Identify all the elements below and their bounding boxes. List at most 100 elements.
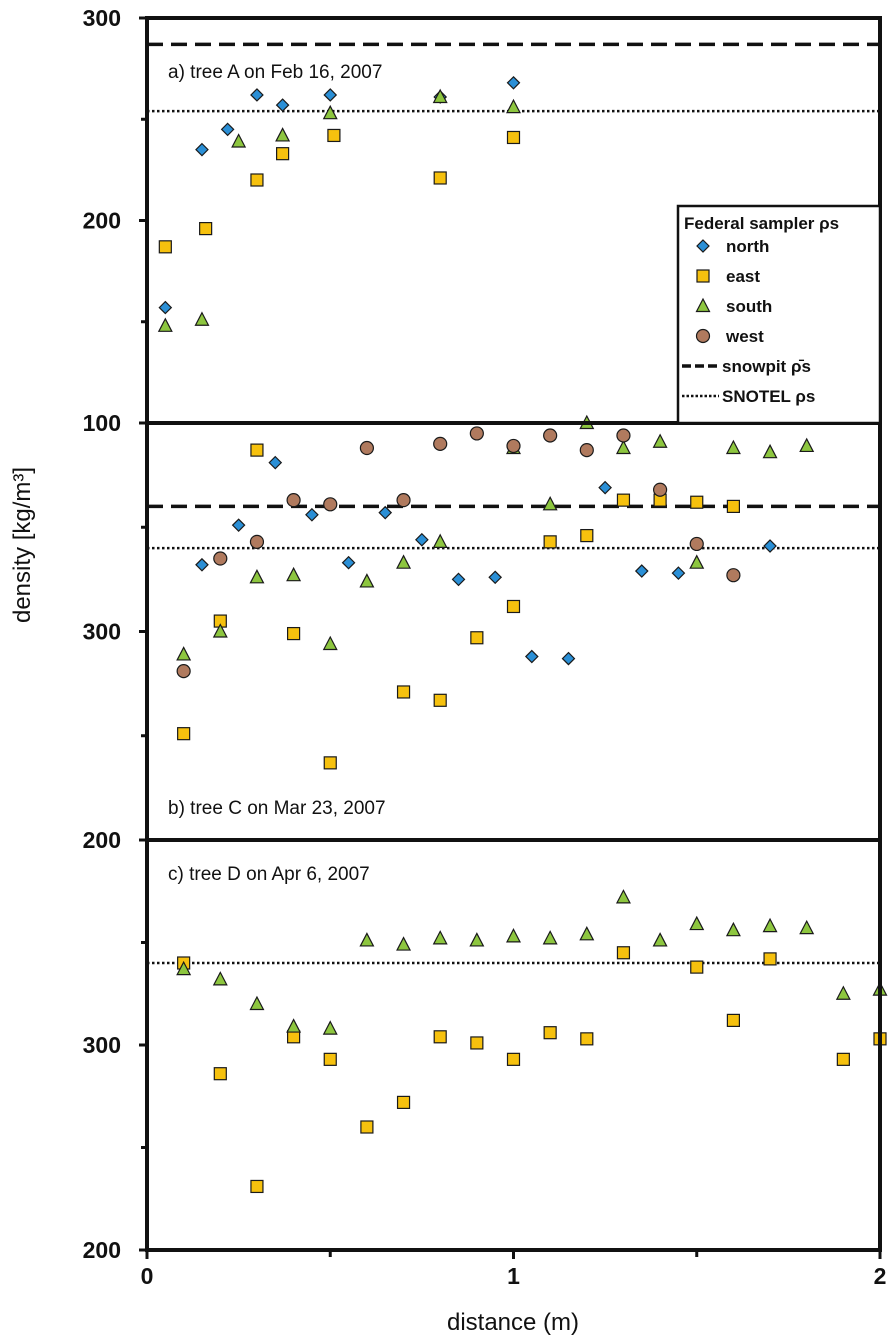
point-c-south [799,919,815,935]
y-tick-label-c: 300 [83,1032,121,1058]
point-a-north [158,300,173,315]
point-b-west [469,426,484,441]
point-b-north [268,455,283,470]
point-b-east [726,499,741,513]
point-b-south [249,568,265,584]
point-b-west [652,482,668,497]
point-b-west [433,436,448,451]
point-c-south [469,932,485,947]
point-c-east [836,1052,850,1066]
point-c-east [580,1032,594,1046]
point-b-east [506,599,521,614]
point-c-south [322,1020,338,1035]
point-a-north [506,75,521,90]
point-a-north [195,142,209,157]
point-c-south [286,1018,302,1033]
point-c-east [396,1095,411,1110]
x-tick-label: 0 [141,1263,154,1289]
point-b-north [671,566,686,580]
point-a-east [327,128,341,143]
point-b-east [580,528,594,543]
point-b-west [726,568,741,583]
point-c-south [359,932,375,947]
legend-marker-south [695,297,711,313]
point-b-north [378,505,393,520]
point-a-south [322,104,338,120]
point-a-south [194,311,210,326]
point-b-south [615,439,631,455]
point-c-south [615,889,631,904]
point-a-east [276,147,290,161]
point-c-east [433,1030,447,1044]
point-b-south [432,533,448,548]
panel-label-b: b) tree C on Mar 23, 2007 [168,798,386,819]
point-b-south [799,437,815,453]
point-b-south [652,433,668,448]
point-b-west [579,443,594,458]
point-a-east [199,222,213,236]
point-b-north [341,555,356,570]
point-c-east [323,1052,337,1066]
legend-marker-west [695,328,711,344]
point-b-north [195,557,209,572]
y-tick-label-a: 200 [83,208,121,234]
point-a-south [275,127,291,142]
point-b-north [561,651,576,666]
point-a-south [432,88,448,104]
point-b-south [725,439,741,455]
point-a-south [157,317,173,332]
point-c-east [690,960,704,974]
x-axis-title: distance (m) [447,1309,579,1336]
point-c-east [543,1026,557,1040]
point-a-north [220,122,235,137]
legend-label-snotel: SNOTEL ρs [722,387,815,406]
point-b-north [231,518,246,533]
point-a-east [250,173,264,187]
point-c-south [689,915,705,931]
x-tick-label: 1 [507,1263,520,1289]
legend-title: Federal sampler ρs [684,214,839,233]
point-c-east [616,946,631,960]
legend-box [676,204,882,425]
legend-label-east: east [726,267,760,286]
panel-label-a: a) tree A on Feb 16, 2007 [168,62,382,83]
point-b-south [286,566,302,582]
point-c-south [176,960,192,976]
point-a-east [158,240,172,254]
legend-label-west: west [725,327,764,346]
point-b-east [287,626,301,641]
point-b-west [286,493,301,508]
point-b-west [396,493,411,508]
legend-label-south: south [726,297,772,316]
point-b-north [634,564,649,578]
point-b-south [396,554,412,569]
point-c-south [432,930,448,945]
point-c-south [249,995,265,1011]
point-b-north [763,539,777,553]
legend-label-north: north [726,237,769,256]
point-c-south [762,917,778,933]
point-b-east [396,685,411,699]
point-b-west [543,428,558,443]
point-b-west [689,536,704,552]
point-c-south [506,928,521,943]
point-b-south [322,635,338,651]
y-tick-label-a: 100 [83,410,121,436]
point-b-west [359,440,374,456]
point-a-east [433,171,447,185]
point-b-east [616,493,631,507]
point-b-east [433,693,447,707]
point-b-west [213,551,228,566]
point-c-south [212,971,228,986]
point-b-north [305,507,319,522]
point-c-east [470,1036,484,1050]
ticks: 100 200 300 200 300 200 300 0 1 2 [83,5,887,1289]
point-b-west [506,438,521,454]
point-b-east [323,756,337,770]
point-b-west [176,664,191,679]
point-b-south [762,443,778,459]
point-b-east [470,631,484,645]
point-c-east [726,1013,741,1028]
point-b-west [323,497,338,512]
point-a-south [506,98,521,114]
